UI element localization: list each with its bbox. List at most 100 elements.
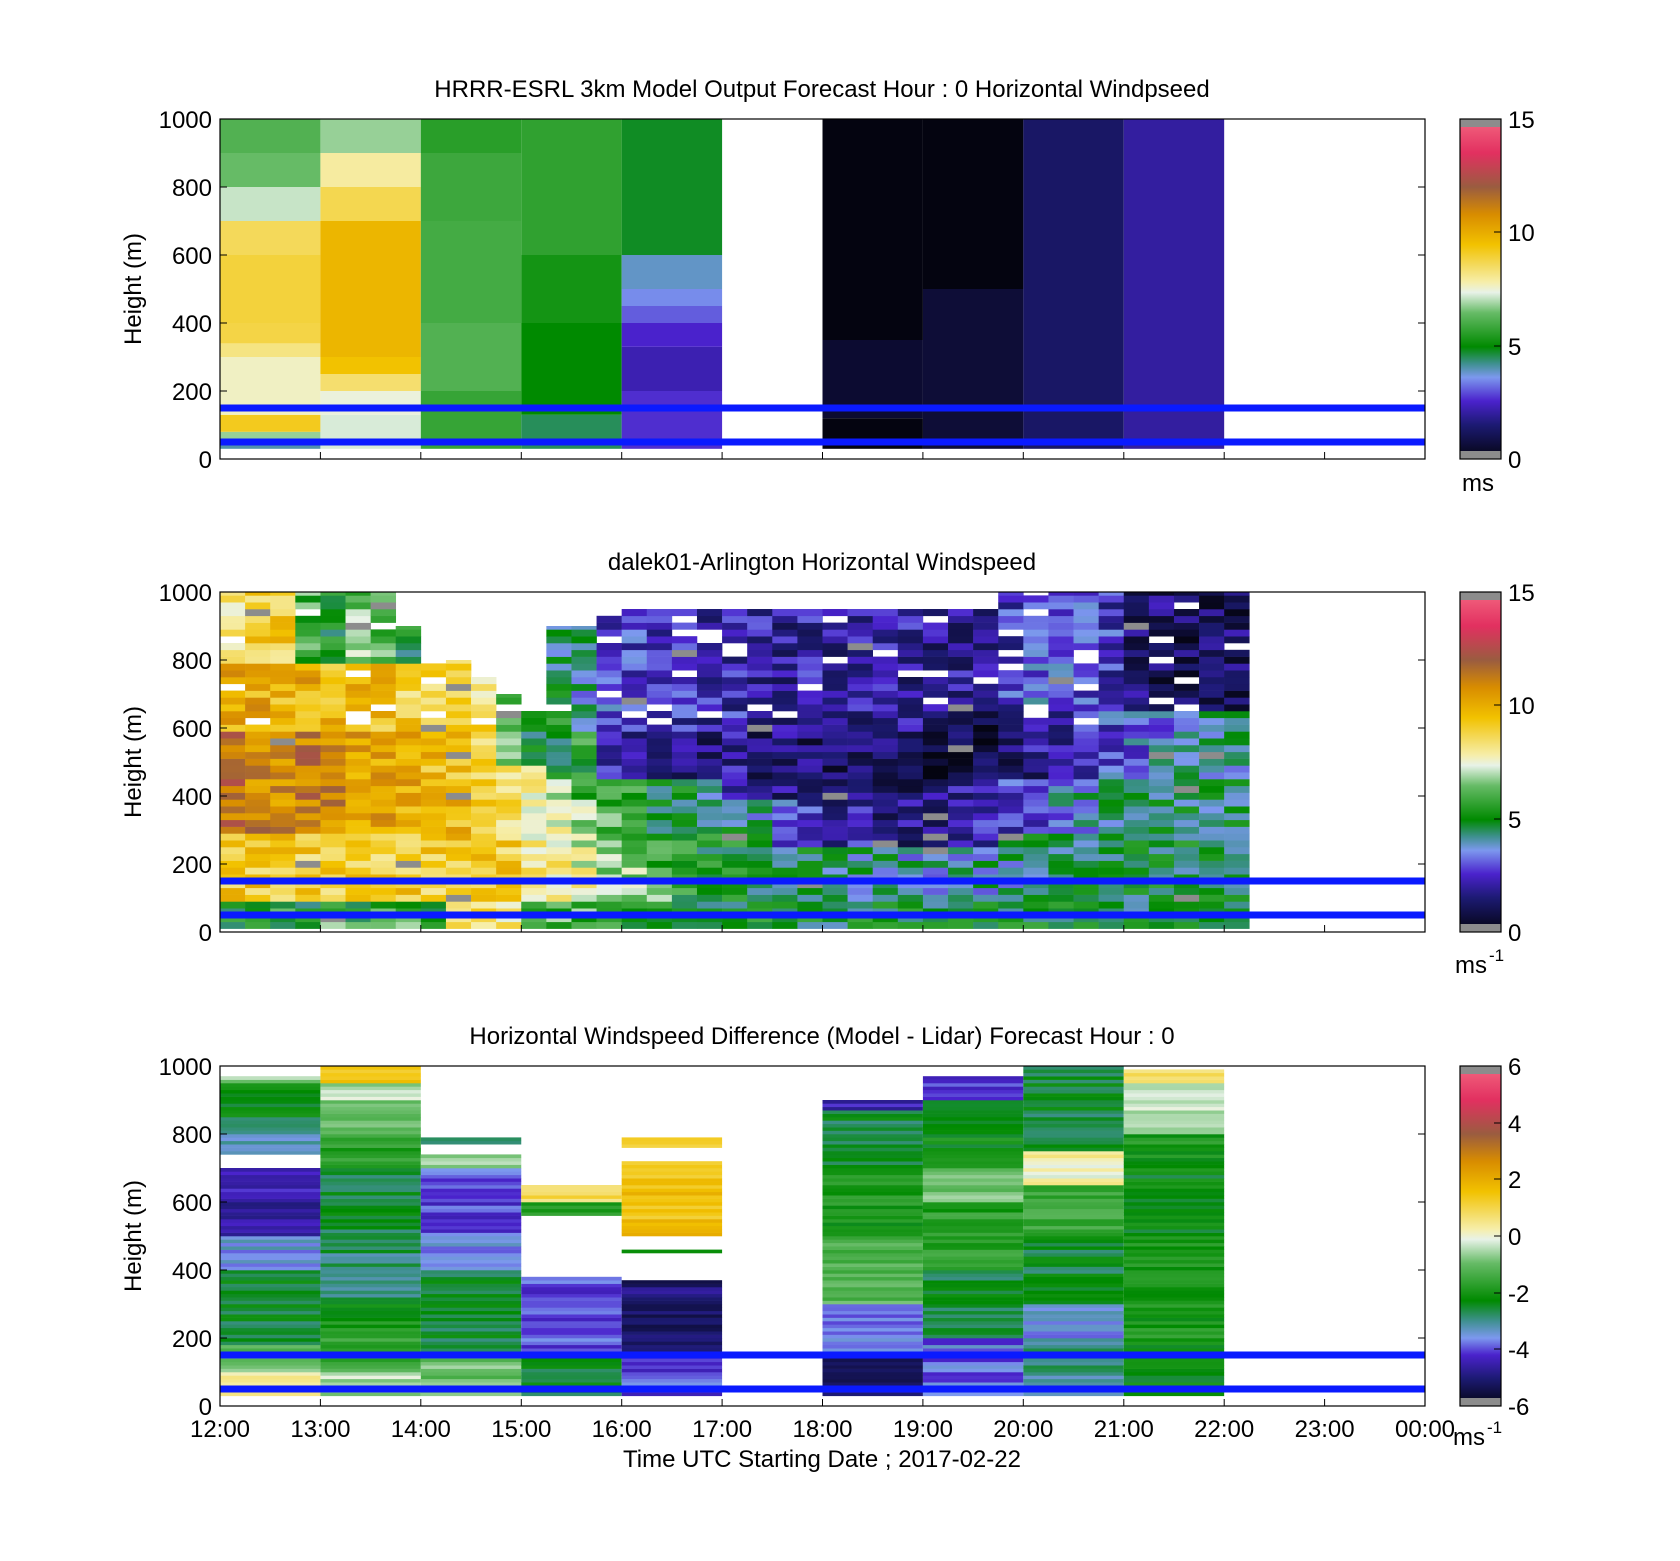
heatmap-cell [897,894,924,902]
y-tick-label: 1000 [159,1054,212,1081]
heatmap-cell [1098,860,1125,868]
heatmap-cell [922,1270,1024,1274]
heatmap-cell [1199,704,1225,712]
heatmap-cell [772,717,798,725]
heatmap-cell [521,1361,622,1366]
heatmap-cell [1023,853,1049,861]
heatmap-cell [1048,592,1074,596]
heatmap-cell [822,1242,923,1247]
heatmap-cell [621,656,648,664]
heatmap-cell [998,894,1024,902]
heatmap-cell [646,724,673,732]
heatmap-cell [922,1106,1024,1111]
heatmap-cell [320,1174,421,1179]
heatmap-cell [1023,1137,1124,1142]
heatmap-cell [1048,867,1074,875]
heatmap-cell [621,1334,723,1339]
heatmap-cell [696,683,723,691]
heatmap-cell [1023,1276,1124,1281]
heatmap-cell [345,813,371,821]
heatmap-cell [1023,1198,1124,1203]
heatmap-cell [420,1181,522,1186]
heatmap-cell [922,1382,1024,1386]
heatmap-cell [1199,779,1225,787]
heatmap-cell [370,656,397,664]
heatmap-cell [1173,636,1200,644]
heatmap-cell [1123,1321,1225,1325]
heatmap-cell [596,785,622,793]
heatmap-cell [345,602,371,610]
heatmap-cell [1148,785,1175,793]
heatmap-cell [320,1266,421,1271]
heatmap-cell [1048,595,1074,603]
heatmap-cell [320,738,346,746]
heatmap-cell [646,677,673,685]
heatmap-cell [596,643,622,651]
colorbar-frame [1459,591,1502,933]
heatmap-cell [621,289,723,306]
heatmap-cell [822,1304,923,1308]
heatmap-cell [395,840,422,848]
heatmap-cell [1173,751,1200,759]
heatmap-cell [822,1358,923,1363]
heatmap-cell [646,738,673,746]
heatmap-cell [220,1361,321,1366]
heatmap-cell [1048,881,1074,889]
heatmap-cell [571,772,597,780]
heatmap-cell [696,724,723,732]
heatmap-cell [998,765,1024,773]
heatmap-cell [847,779,873,787]
heatmap-cell [872,921,899,929]
heatmap-cell [772,806,798,814]
heatmap-cell [621,1358,723,1363]
heatmap-cell [320,792,346,800]
heatmap-cell [897,643,924,651]
y-tick-label: 400 [172,784,212,811]
heatmap-cell [220,622,246,630]
heatmap-cell [922,1147,1024,1152]
heatmap-cell [220,1134,321,1138]
heatmap-cell [1073,595,1099,603]
heatmap-cell [295,826,321,834]
heatmap-cell [922,1314,1024,1318]
heatmap-cell [345,779,371,787]
heatmap-cell [471,826,497,834]
heatmap-cell [1023,1083,1124,1087]
heatmap-cell [471,921,497,929]
heatmap-cell [621,1188,723,1193]
heatmap-cell [496,717,522,725]
heatmap-cell [948,643,974,651]
heatmap-cell [370,840,397,848]
heatmap-cell [1023,1344,1124,1349]
heatmap-cell [420,840,447,848]
heatmap-cell [596,799,622,807]
heatmap-cell [295,867,321,875]
heatmap-cell [220,813,246,821]
heatmap-cell [671,663,698,671]
heatmap-cell [571,867,597,875]
heatmap-cell [1148,921,1175,929]
panel-lidar-reference-lines [220,877,1425,919]
heatmap-cell [220,779,246,787]
heatmap-cell [822,683,848,691]
heatmap-cell [596,677,622,685]
heatmap-cell [922,1208,1024,1213]
heatmap-cell [948,649,974,657]
heatmap-cell [822,1392,923,1397]
heatmap-cell [973,806,999,814]
heatmap-cell [973,758,999,766]
heatmap-cell [220,1280,321,1284]
heatmap-cell [320,1283,421,1288]
heatmap-cell [1123,1300,1225,1305]
heatmap-cell [772,853,798,861]
heatmap-cell [270,840,296,848]
heatmap-cell [420,1283,522,1288]
heatmap-cell [747,799,773,807]
heatmap-cell [973,867,999,875]
heatmap-cell [696,921,723,929]
heatmap-cell [270,765,296,773]
heatmap-cell [496,894,522,902]
heatmap-cell [1048,894,1074,902]
heatmap-cell [1023,819,1049,827]
heatmap-cell [395,745,422,753]
